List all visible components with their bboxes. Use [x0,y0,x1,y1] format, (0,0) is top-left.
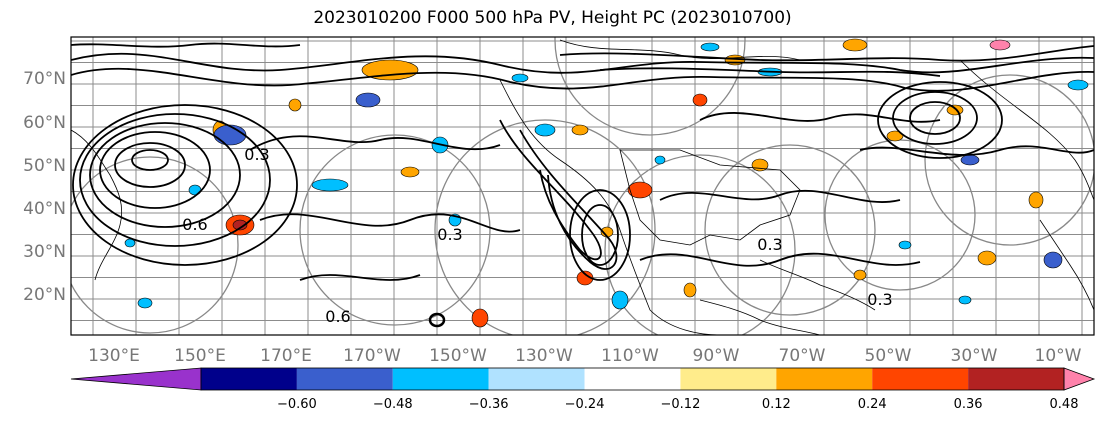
colorbar-segment [296,368,393,390]
longitude-label: 10°W [1035,346,1082,366]
colorbar-tick-label: 0.36 [954,397,983,412]
longitude-axis: 130°E 150°E 170°E 170°W 150°W 130°W 110°W 90°W 7… [88,346,1082,366]
contour-label: 0.3 [867,290,892,309]
colorbar-tick-label: 0.48 [1050,397,1079,412]
longitude-label: 150°W [429,346,487,366]
colorbar-tick-label: −0.24 [565,397,605,412]
latitude-label: 60°N [23,113,66,133]
colorbar-tick-label: −0.36 [469,397,509,412]
colorbar-tick-label: −0.12 [661,397,701,412]
longitude-label: 30°W [951,346,998,366]
longitude-label: 170°W [343,346,401,366]
latitude-label: 40°N [23,199,66,219]
colorbar-frame [200,367,1065,391]
latitude-label: 20°N [23,285,66,305]
longitude-label: 130°W [515,346,573,366]
longitude-label: 170°E [260,346,312,366]
latitude-label: 30°N [23,242,66,262]
colorbar-extend-high [1063,367,1096,391]
colorbar-segment [680,368,777,390]
colorbar-segment [584,368,681,390]
latitude-axis: 70°N 60°N 50°N 40°N 30°N 20°N [23,69,66,305]
longitude-label: 50°W [865,346,912,366]
colorbar-tick-label: −0.60 [277,397,317,412]
colorbar-tick-label: −0.48 [373,397,413,412]
colorbar-tick-label: 0.12 [762,397,791,412]
colorbar-segment [872,368,969,390]
colorbar-tick-label: 0.24 [858,397,887,412]
contour-label: 0.6 [325,307,350,326]
coastlines [71,39,1094,335]
map-title: 2023010200 F000 500 hPa PV, Height PC (2… [313,8,792,28]
colorbar-segment [392,368,489,390]
longitude-label: 150°E [174,346,226,366]
colorbar-extend-low [70,367,202,391]
latitude-label: 50°N [23,156,66,176]
longitude-label: 90°W [693,346,740,366]
contour-labels: 0.3 0.6 0.3 0.3 0.3 0.6 [182,145,892,326]
colorbar-segment [488,368,585,390]
colorbar-segment [201,368,297,390]
contour-label: 0.3 [757,235,782,254]
colorbar-segment [968,368,1064,390]
height-contours [71,42,1094,328]
latitude-label: 70°N [23,69,66,89]
contour-label: 0.6 [182,215,207,234]
contour-label: 0.3 [244,145,269,164]
colorbar: −0.60 −0.48 −0.36 −0.24 −0.12 0.12 0.24 0.36 0.4… [70,367,1096,412]
longitude-label: 130°E [88,346,140,366]
map-background [71,37,1094,335]
longitude-label: 110°W [601,346,659,366]
colorbar-segment [776,368,873,390]
longitude-label: 70°W [779,346,826,366]
contour-label: 0.3 [437,225,462,244]
range-circles [71,37,1094,335]
map-frame [70,36,1095,336]
